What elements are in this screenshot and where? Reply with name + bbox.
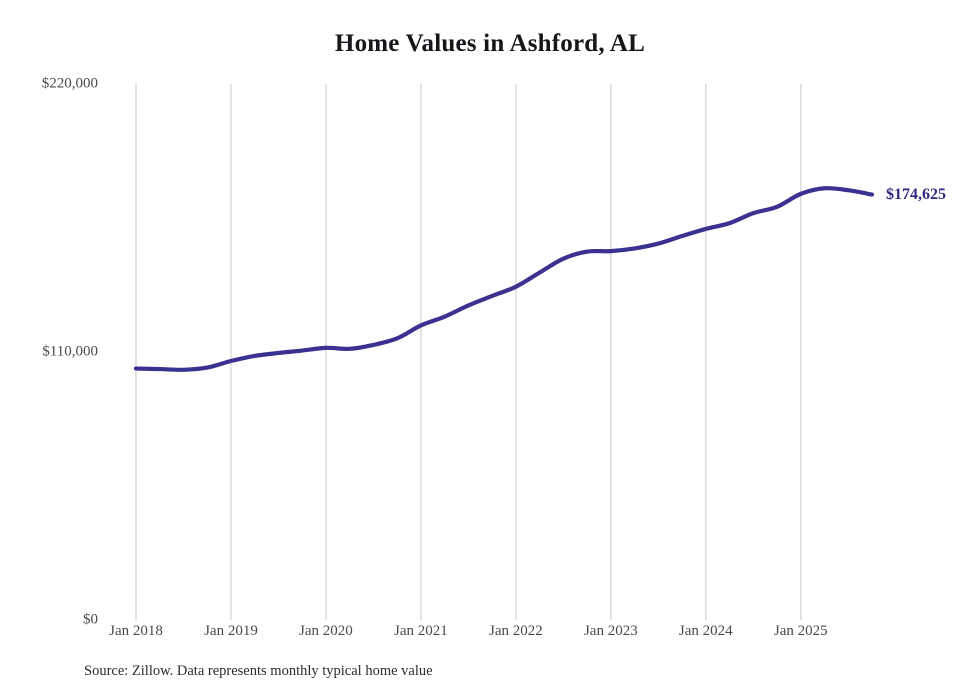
- x-tick-label: Jan 2022: [488, 623, 543, 639]
- x-tick-label: Jan 2020: [299, 623, 353, 639]
- x-tick-label: Jan 2019: [204, 623, 258, 639]
- series-line-typical-home-value: [133, 186, 875, 372]
- y-tick-label: $220,000: [41, 75, 98, 92]
- x-tick-label: Jan 2018: [109, 623, 163, 639]
- y-tick-label: $0: [83, 611, 98, 628]
- x-tick-label: Jan 2023: [583, 623, 638, 639]
- x-tick-label: Jan 2024: [678, 623, 733, 639]
- x-gridlines: [135, 84, 802, 620]
- x-tick-label: Jan 2025: [773, 623, 828, 639]
- x-tick-label: Jan 2021: [394, 623, 448, 639]
- source-note: Source: Zillow. Data represents monthly …: [84, 663, 433, 679]
- end-value-label: $174,625: [886, 185, 946, 203]
- y-tick-label: $110,000: [42, 343, 98, 360]
- chart-title: Home Values in Ashford, AL: [334, 30, 646, 57]
